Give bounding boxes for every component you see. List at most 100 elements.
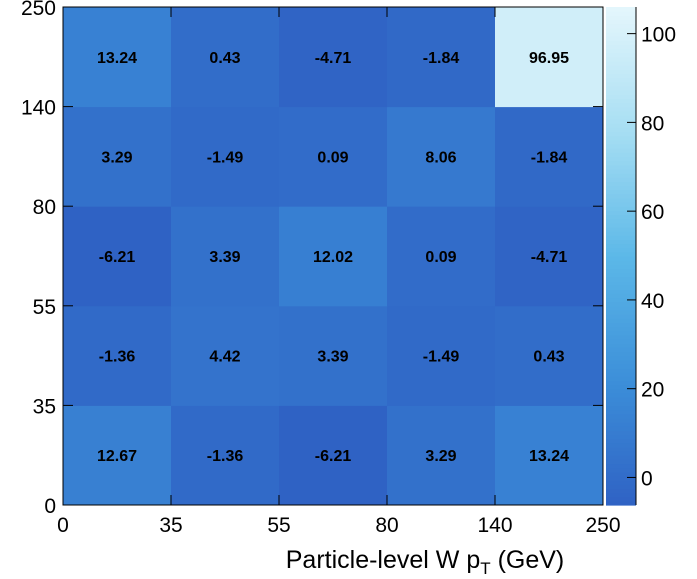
colorbar-band bbox=[606, 442, 636, 448]
colorbar-band bbox=[606, 422, 636, 427]
colorbar-band bbox=[606, 334, 636, 340]
colorbar-band bbox=[606, 264, 636, 270]
x-tick-label: 80 bbox=[375, 514, 398, 537]
colorbar-band bbox=[606, 380, 636, 386]
colorbar-band bbox=[606, 222, 636, 228]
x-tick-label: 0 bbox=[57, 514, 69, 537]
colorbar-band bbox=[606, 31, 636, 37]
colorbar-band bbox=[606, 318, 636, 323]
cell-value-label: 0.09 bbox=[317, 149, 348, 166]
colorbar-band bbox=[606, 164, 636, 170]
colorbar-band bbox=[606, 471, 636, 477]
cell-value-label: -1.84 bbox=[531, 149, 568, 166]
heatmap-cell bbox=[171, 106, 280, 207]
colorbar-band bbox=[606, 214, 636, 220]
colorbar-band bbox=[606, 434, 636, 440]
colorbar-band bbox=[606, 102, 636, 108]
colorbar-band bbox=[606, 405, 636, 411]
cell-value-label: 0.43 bbox=[533, 349, 564, 366]
colorbar-band bbox=[606, 392, 636, 398]
colorbar-band bbox=[606, 430, 636, 436]
x-tick-label: 140 bbox=[477, 514, 512, 537]
colorbar-band bbox=[606, 247, 636, 253]
colorbar-band bbox=[606, 60, 636, 66]
cell-value-label: 0.09 bbox=[425, 249, 456, 266]
heatmap-cell bbox=[495, 106, 604, 207]
cell-value-label: 12.02 bbox=[313, 249, 353, 266]
colorbar-band bbox=[606, 243, 636, 249]
colorbar-band bbox=[606, 231, 636, 236]
colorbar-band bbox=[606, 156, 636, 162]
colorbar-band bbox=[606, 376, 636, 382]
colorbar: 0 20 40 60 80 100 bbox=[606, 7, 676, 506]
colorbar-tick-label: 60 bbox=[641, 201, 664, 224]
colorbar-tick-label: 100 bbox=[641, 24, 676, 47]
colorbar-tick-label: 0 bbox=[641, 467, 653, 490]
colorbar-tick-label: 20 bbox=[641, 379, 664, 402]
colorbar-band bbox=[606, 77, 636, 83]
colorbar-band bbox=[606, 114, 636, 120]
colorbar-band bbox=[606, 235, 636, 240]
colorbar-band bbox=[606, 260, 636, 265]
colorbar-band bbox=[606, 426, 636, 431]
y-tick-label: 250 bbox=[21, 0, 56, 20]
colorbar-band bbox=[606, 173, 636, 178]
heatmap-cell bbox=[63, 106, 172, 207]
colorbar-band bbox=[606, 19, 636, 25]
cell-value-label: 3.39 bbox=[317, 349, 348, 366]
cell-value-label: 0.43 bbox=[209, 50, 240, 67]
colorbar-band bbox=[606, 202, 636, 207]
colorbar-band bbox=[606, 98, 636, 104]
colorbar-band bbox=[606, 305, 636, 311]
heatmap-cell bbox=[279, 106, 388, 207]
colorbar-band bbox=[606, 397, 636, 402]
colorbar-band bbox=[606, 160, 636, 166]
colorbar-band bbox=[606, 438, 636, 444]
heatmap-cell bbox=[495, 7, 604, 108]
colorbar-band bbox=[606, 289, 636, 294]
colorbar-band bbox=[606, 446, 636, 452]
heatmap-cell bbox=[171, 405, 280, 506]
colorbar-band bbox=[606, 123, 636, 128]
cell-value-label: 3.29 bbox=[425, 448, 456, 465]
colorbar-band bbox=[606, 23, 636, 29]
colorbar-band bbox=[606, 177, 636, 182]
y-tick-label: 55 bbox=[33, 296, 56, 319]
colorbar-band bbox=[606, 69, 636, 74]
colorbar-band bbox=[606, 239, 636, 245]
colorbar-band bbox=[606, 81, 636, 87]
colorbar-band bbox=[606, 388, 636, 394]
colorbar-band bbox=[606, 351, 636, 357]
colorbar-band bbox=[606, 409, 636, 415]
heatmap-cell bbox=[63, 305, 172, 406]
colorbar-band bbox=[606, 368, 636, 373]
colorbar-band bbox=[606, 459, 636, 465]
colorbar-band bbox=[606, 90, 636, 95]
colorbar-band bbox=[606, 330, 636, 336]
colorbar-band bbox=[606, 152, 636, 157]
colorbar-band bbox=[606, 148, 636, 153]
cell-value-label: 3.39 bbox=[209, 249, 240, 266]
colorbar-band bbox=[606, 314, 636, 319]
colorbar-band bbox=[606, 401, 636, 406]
colorbar-band bbox=[606, 492, 636, 498]
colorbar-band bbox=[606, 363, 636, 369]
colorbar-band bbox=[606, 372, 636, 377]
heatmap-cell bbox=[63, 7, 172, 108]
cell-value-label: 96.95 bbox=[529, 50, 569, 67]
x-tick-label: 55 bbox=[267, 514, 290, 537]
cell-value-label: -6.21 bbox=[315, 448, 352, 465]
y-tick-label: 140 bbox=[21, 97, 56, 120]
colorbar-band bbox=[606, 484, 636, 489]
colorbar-band bbox=[606, 11, 636, 16]
colorbar-band bbox=[606, 463, 636, 469]
cell-value-label: -1.49 bbox=[207, 149, 244, 166]
heatmap-cell bbox=[387, 305, 496, 406]
colorbar-band bbox=[606, 48, 636, 54]
colorbar-band bbox=[606, 127, 636, 133]
colorbar-band bbox=[606, 73, 636, 79]
cell-value-label: 13.24 bbox=[529, 448, 569, 465]
colorbar-band bbox=[606, 139, 636, 145]
heatmap-cell bbox=[279, 405, 388, 506]
